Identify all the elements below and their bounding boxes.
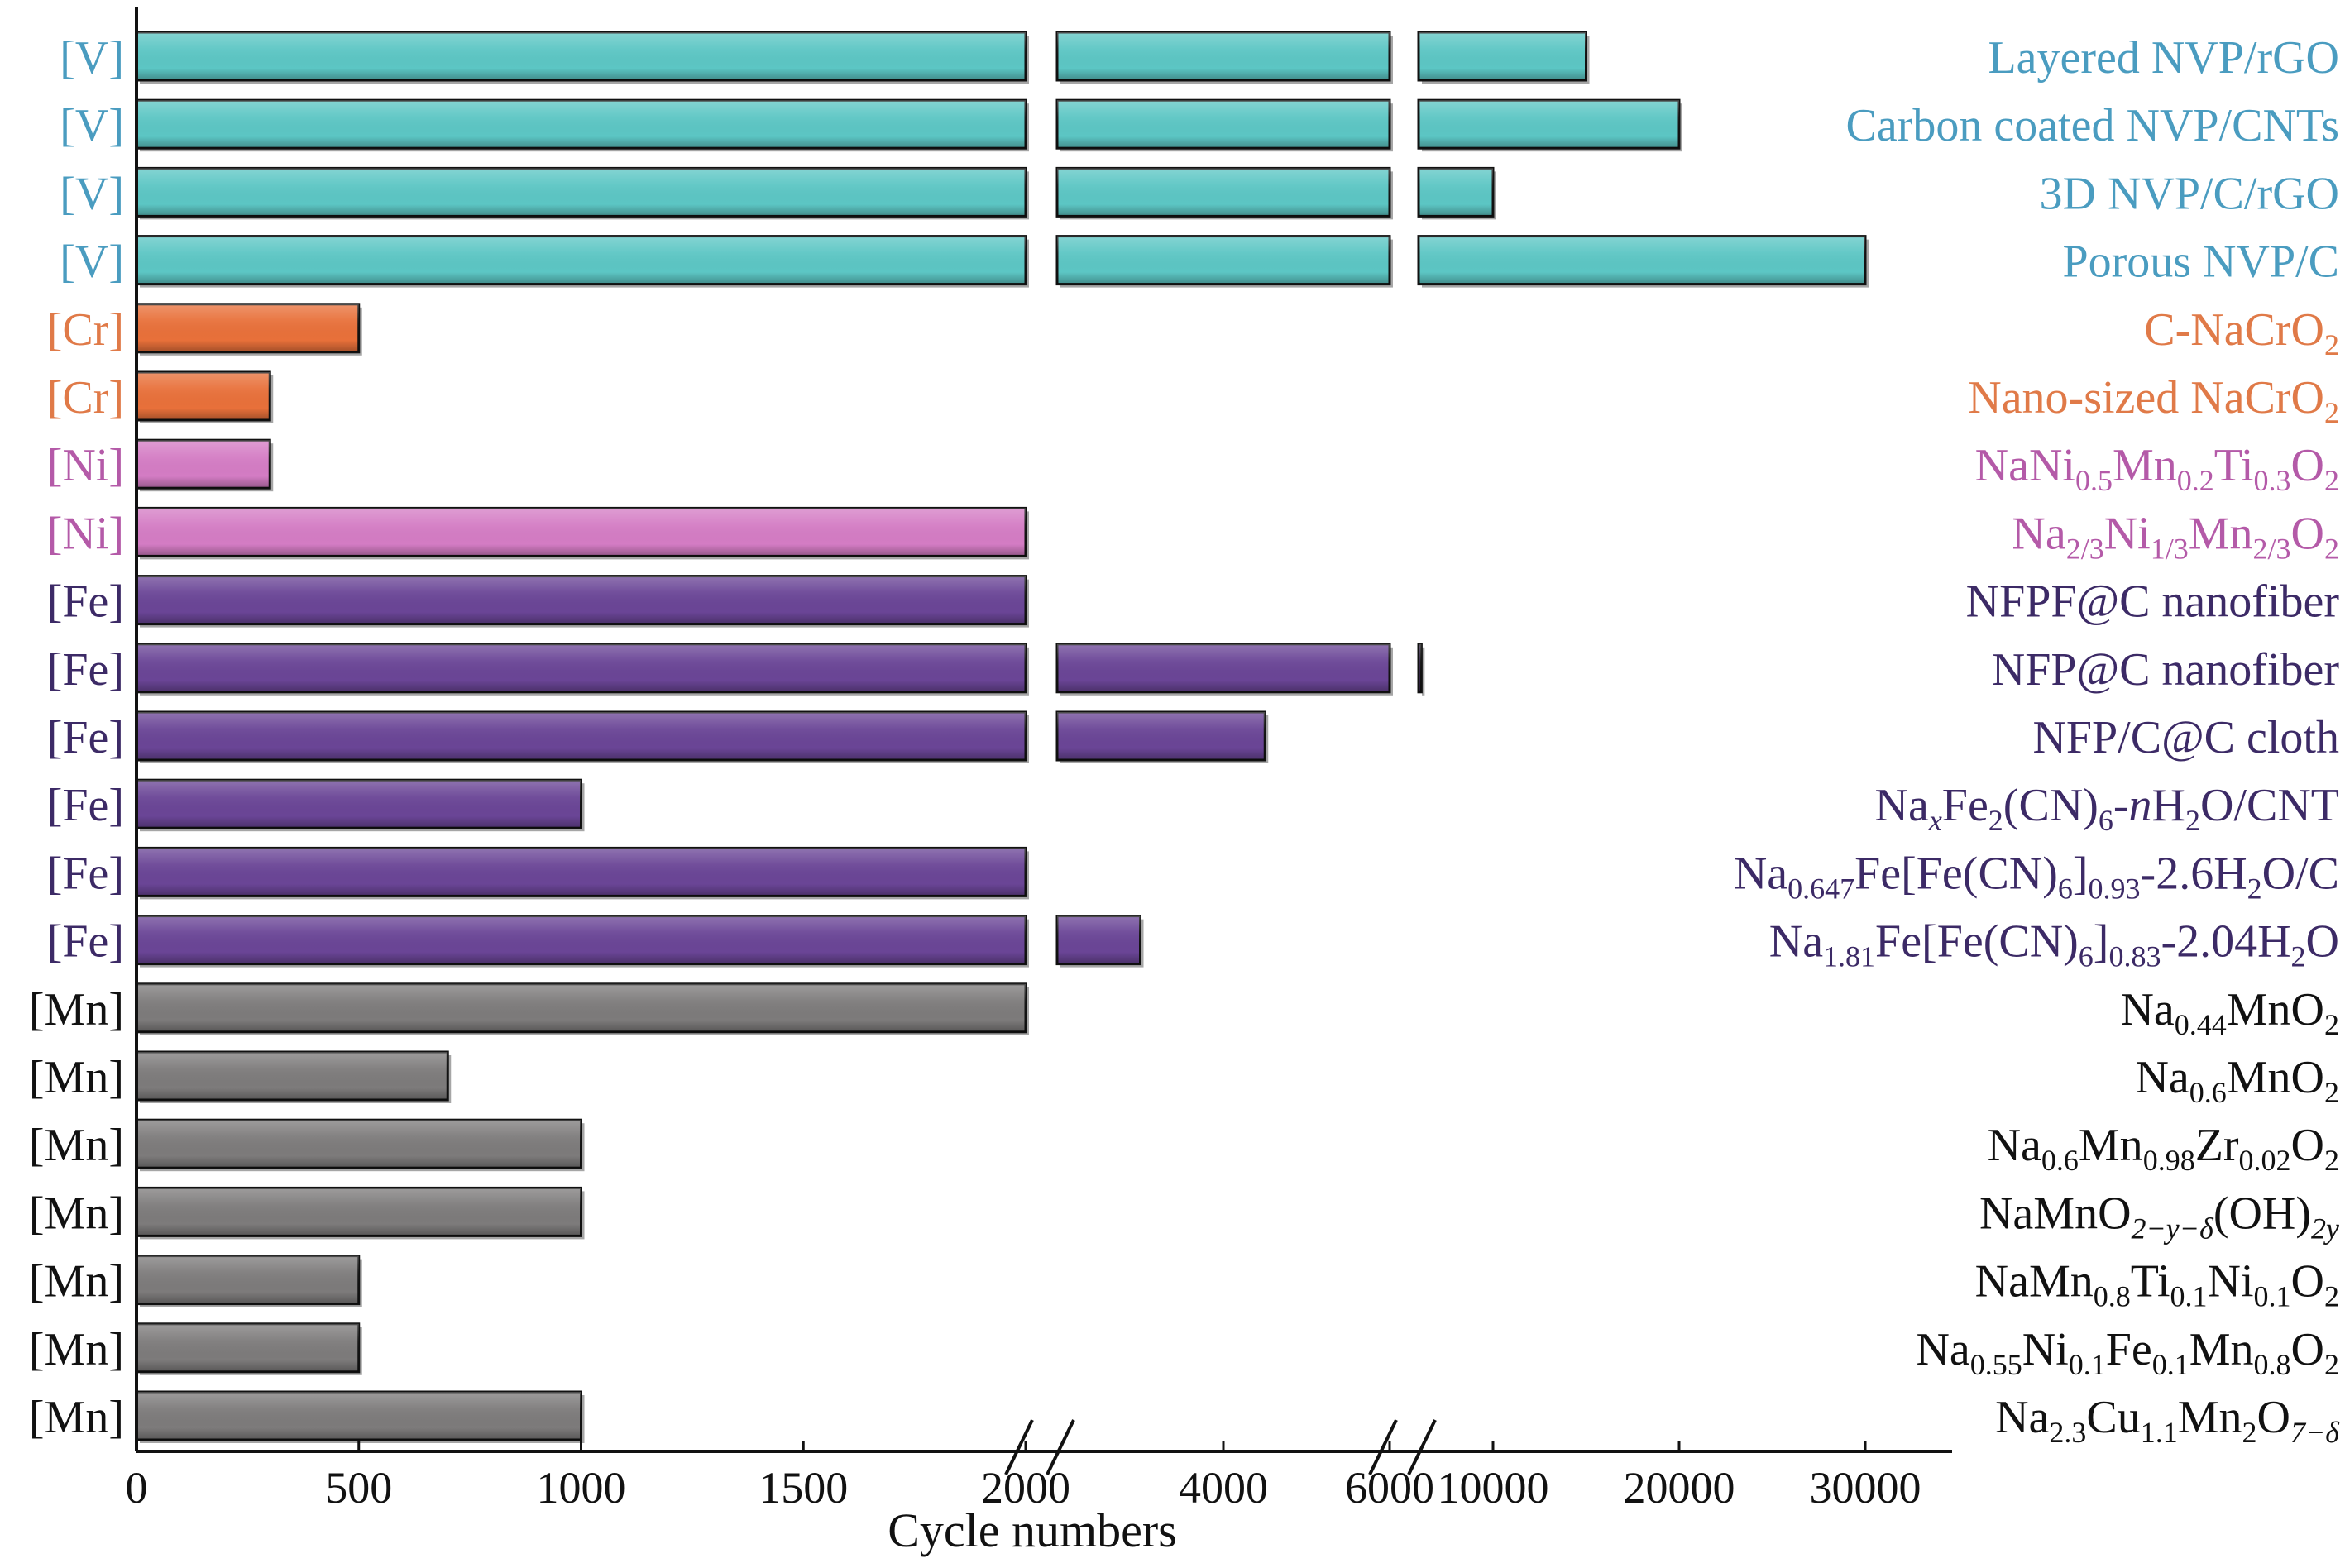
- bar-gloss: [1419, 32, 1586, 80]
- bar-label-15: Na0.6MnO2: [2135, 1052, 2339, 1109]
- bar-gloss: [1419, 168, 1493, 217]
- bar-gloss: [136, 32, 1026, 80]
- group-tag-ni: [Ni]: [47, 440, 124, 491]
- x-tick-label-20000: 20000: [1624, 1463, 1735, 1513]
- bar-label-10: NFP/C@C cloth: [2032, 712, 2339, 763]
- x-tick-label-0: 0: [126, 1463, 148, 1513]
- x-tick-label-2000: 2000: [981, 1463, 1070, 1513]
- bar-gloss: [1419, 236, 1865, 284]
- bar-label-11: NaxFe2(CN)6-nH2O/CNT: [1875, 780, 2339, 837]
- group-tag-v: [V]: [60, 100, 124, 151]
- axis-break-mark-1-0: [1368, 1419, 1398, 1475]
- bar-gloss: [136, 712, 1026, 760]
- bar-label-2: 3D NVP/C/rGO: [2040, 168, 2339, 219]
- bar-gloss: [136, 100, 1026, 149]
- x-tick-label-4000: 4000: [1179, 1463, 1268, 1513]
- bar-label-14: Na0.44MnO2: [2120, 984, 2339, 1041]
- bar-gloss: [1057, 168, 1390, 217]
- bar-label-17: NaMnO2−y−δ(OH)2y: [1979, 1188, 2339, 1245]
- bar-gloss: [136, 1255, 359, 1304]
- bar-label-19: Na0.55Ni0.1Fe0.1Mn0.8O2: [1916, 1324, 2339, 1381]
- x-tick-label-30000: 30000: [1810, 1463, 1921, 1513]
- bar-gloss: [1057, 32, 1390, 80]
- bar-gloss: [1057, 712, 1266, 760]
- group-tag-mn: [Mn]: [29, 1256, 124, 1307]
- group-tag-mn: [Mn]: [29, 1120, 124, 1171]
- x-tick-label-6000: 6000: [1345, 1463, 1434, 1513]
- bar-label-4: C-NaCrO2: [2144, 304, 2339, 361]
- bar-label-5: Nano-sized NaCrO2: [1968, 372, 2339, 429]
- bar-gloss: [1057, 915, 1141, 964]
- group-tag-v: [V]: [60, 237, 124, 288]
- axis-break-mark-1-1: [1407, 1419, 1437, 1475]
- bar-shadow: [1422, 647, 1425, 696]
- group-tag-fe: [Fe]: [47, 644, 124, 696]
- group-tag-ni: [Ni]: [47, 508, 124, 559]
- bars-layer: [135, 31, 1869, 1443]
- group-tag-cr: [Cr]: [47, 372, 124, 423]
- group-tag-v: [V]: [60, 168, 124, 219]
- group-tag-fe: [Fe]: [47, 576, 124, 628]
- axis-layer: 0 500 1000 1500 2000 4000 6000 10000 20000 30000: [126, 7, 1952, 1513]
- x-tick-label-10000: 10000: [1438, 1463, 1549, 1513]
- bar-label-1: Carbon coated NVP/CNTs: [1846, 100, 2339, 151]
- bar-label-12: Na0.647Fe[Fe(CN)6]0.93-2.6H2O/C: [1734, 848, 2339, 905]
- bar-label-3: Porous NVP/C: [2062, 237, 2339, 288]
- labels-layer: [V] Layered NVP/rGO [V] Carbon coated NVP/C…: [29, 32, 2340, 1449]
- bar-gloss: [136, 372, 270, 420]
- bar-gloss: [1419, 100, 1679, 149]
- group-tag-mn: [Mn]: [29, 1188, 124, 1239]
- bar-gloss: [1057, 643, 1390, 692]
- bar-gloss: [136, 983, 1026, 1032]
- group-tag-mn: [Mn]: [29, 1324, 124, 1375]
- group-tag-fe: [Fe]: [47, 916, 124, 968]
- bar-label-6: NaNi0.5Mn0.2Ti0.3O2: [1975, 440, 2339, 497]
- bar-gloss: [136, 780, 581, 829]
- bar-gloss: [136, 1392, 581, 1440]
- bar-gloss: [136, 508, 1026, 557]
- bar-label-20: Na2.3Cu1.1Mn2O7−δ: [1995, 1392, 2340, 1449]
- bar-gloss: [136, 576, 1026, 624]
- bar-gloss: [136, 1188, 581, 1236]
- bar-gloss: [1057, 100, 1390, 149]
- bar-gloss: [136, 1120, 581, 1169]
- x-tick-label-1500: 1500: [759, 1463, 848, 1513]
- bar-label-9: NFP@C nanofiber: [1992, 644, 2340, 696]
- x-tick-label-1000: 1000: [537, 1463, 626, 1513]
- bar-label-16: Na0.6Mn0.98Zr0.02O2: [1988, 1120, 2339, 1177]
- bar-gloss: [1419, 643, 1422, 692]
- group-tag-cr: [Cr]: [47, 304, 124, 356]
- bar-label-13: Na1.81Fe[Fe(CN)6]0.83-2.04H2O: [1769, 916, 2339, 973]
- bar-gloss: [136, 848, 1026, 896]
- bar-label-18: NaMn0.8Ti0.1Ni0.1O2: [1975, 1256, 2339, 1313]
- bar-gloss: [136, 643, 1026, 692]
- x-axis-title: Cycle numbers: [888, 1503, 1177, 1557]
- group-tag-fe: [Fe]: [47, 848, 124, 899]
- bar-gloss: [136, 440, 270, 489]
- group-tag-mn: [Mn]: [29, 984, 124, 1035]
- bar-label-7: Na2/3Ni1/3Mn2/3O2: [2012, 508, 2339, 565]
- bar-gloss: [136, 304, 359, 352]
- x-tick-label-500: 500: [325, 1463, 392, 1513]
- bar-gloss: [136, 168, 1026, 217]
- group-tag-fe: [Fe]: [47, 712, 124, 763]
- bar-gloss: [136, 236, 1026, 284]
- group-tag-v: [V]: [60, 32, 124, 84]
- bar-gloss: [136, 1052, 448, 1100]
- bar-gloss: [136, 1323, 359, 1372]
- group-tag-fe: [Fe]: [47, 780, 124, 831]
- axis-break-mark-0-1: [1046, 1419, 1075, 1475]
- bar-gloss: [1057, 236, 1390, 284]
- bar-label-8: NFPF@C nanofiber: [1966, 576, 2340, 628]
- axis-break-mark-0-0: [1004, 1419, 1034, 1475]
- group-tag-mn: [Mn]: [29, 1392, 124, 1443]
- bar-gloss: [136, 915, 1026, 964]
- bar-label-0: Layered NVP/rGO: [1988, 32, 2339, 84]
- group-tag-mn: [Mn]: [29, 1052, 124, 1103]
